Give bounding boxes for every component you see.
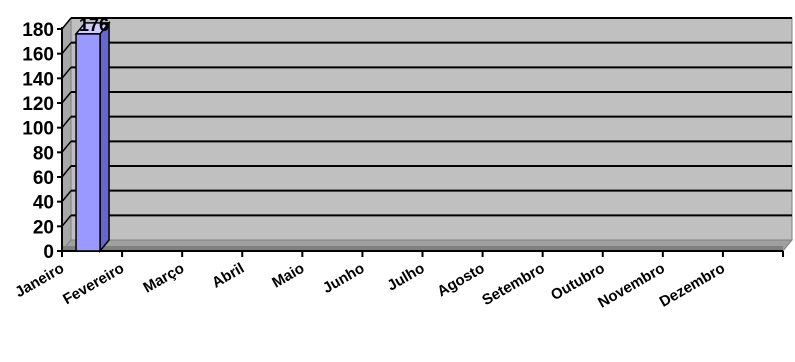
gridlines	[61, 17, 792, 227]
bars: 176	[74, 15, 111, 254]
x-category-label: Março	[140, 260, 187, 297]
y-tick-label: 180	[22, 20, 54, 41]
x-category-label: Junho	[320, 260, 367, 297]
x-category-label: Maio	[269, 260, 307, 292]
gridline-side	[61, 214, 72, 227]
y-axis-ticks: 0 20 40 60 80 100 120 140 160 180	[22, 20, 62, 263]
bar	[75, 33, 101, 252]
x-category-label: Julho	[384, 260, 427, 295]
y-tick-label: 120	[22, 94, 54, 115]
y-tick-label: 80	[33, 143, 54, 164]
y-tick-label: 160	[22, 45, 54, 66]
plot-back-wall	[70, 17, 793, 241]
x-category-label: Abril	[209, 260, 247, 292]
x-category-label: Dezembro	[657, 260, 728, 311]
gridline-side	[61, 190, 72, 203]
y-tick-label: 0	[43, 242, 54, 263]
x-category-label: Janeiro	[12, 260, 67, 301]
gridline-side	[61, 91, 72, 104]
x-category-label: Fevereiro	[60, 260, 127, 308]
gridline-side	[61, 17, 72, 30]
x-category-label: Novembro	[595, 260, 668, 312]
y-tick-label: 140	[22, 69, 54, 90]
gridline-side	[61, 165, 72, 178]
gridline-side	[61, 140, 72, 153]
x-category-label: Setembro	[479, 260, 547, 309]
y-tick-label: 20	[33, 217, 54, 238]
gridline-side	[61, 42, 72, 55]
data-label: 176	[79, 15, 109, 35]
plot-floor-front	[62, 246, 783, 251]
gridline-side	[61, 116, 72, 129]
y-tick-label: 40	[33, 193, 54, 214]
bar-side	[99, 20, 110, 254]
y-tick-label: 60	[33, 168, 54, 189]
y-tick-label: 100	[22, 119, 54, 140]
gridline-side	[61, 66, 72, 79]
